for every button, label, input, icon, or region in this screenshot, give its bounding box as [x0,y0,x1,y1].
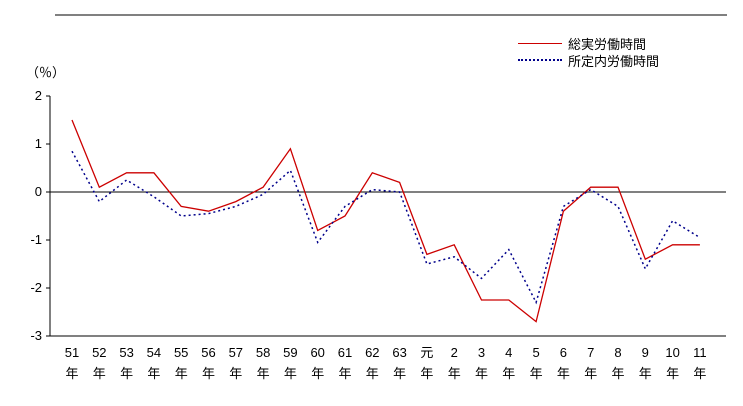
x-tick-label: 6 [560,345,567,360]
x-tick-suffix: 年 [120,366,133,381]
x-tick-label: 3 [478,345,485,360]
series-line-scheduled-hours [71,150,701,305]
y-tick-label: 2 [35,88,42,103]
x-tick-suffix: 年 [666,366,679,381]
x-tick-suffix: 年 [257,366,270,381]
x-tick-label: 元 [420,345,433,360]
x-tick-suffix: 年 [611,366,624,381]
legend-item-total: 総実労働時間 [518,36,659,52]
x-tick-label: 62 [365,345,379,360]
legend-solid-line-swatch [518,42,562,44]
x-tick-suffix: 年 [420,366,433,381]
x-tick-suffix: 年 [393,366,406,381]
series-line-total-hours [71,119,700,323]
x-tick-label: 61 [338,345,352,360]
y-tick-label: -1 [30,232,42,247]
x-tick-suffix: 年 [311,366,324,381]
y-tick-label: 0 [35,184,42,199]
y-tick-label: 1 [35,136,42,151]
x-tick-label: 11 [693,345,707,360]
x-tick-label: 57 [229,345,243,360]
x-tick-label: 8 [614,345,621,360]
x-tick-suffix: 年 [502,366,515,381]
x-tick-label: 56 [201,345,215,360]
y-tick-label: -2 [30,280,42,295]
x-tick-suffix: 年 [693,366,706,381]
x-tick-suffix: 年 [639,366,652,381]
x-tick-label: 58 [256,345,270,360]
x-tick-label: 2 [451,345,458,360]
x-tick-suffix: 年 [65,366,78,381]
x-tick-suffix: 年 [284,366,297,381]
x-tick-label: 60 [310,345,324,360]
x-tick-label: 51 [65,345,79,360]
legend-label-scheduled: 所定内労働時間 [568,53,660,69]
x-tick-suffix: 年 [229,366,242,381]
legend: 総実労働時間 所定内労働時間 [518,36,660,69]
x-tick-label: 5 [532,345,539,360]
x-tick-label: 59 [283,345,297,360]
x-tick-suffix: 年 [338,366,351,381]
legend-dotted-line-swatch [518,59,562,61]
x-tick-label: 52 [92,345,106,360]
x-tick-label: 9 [642,345,649,360]
y-axis-label: （％） [26,65,66,80]
legend-label-total: 総実労働時間 [568,36,647,52]
y-tick-label: -3 [30,328,42,343]
x-tick-suffix: 年 [557,366,570,381]
x-tick-label: 10 [665,345,679,360]
x-tick-suffix: 年 [93,366,106,381]
x-tick-suffix: 年 [475,366,488,381]
x-tick-suffix: 年 [448,366,461,381]
x-tick-label: 53 [119,345,133,360]
x-tick-label: 7 [587,345,594,360]
x-tick-suffix: 年 [366,366,379,381]
x-tick-suffix: 年 [147,366,160,381]
x-tick-suffix: 年 [530,366,543,381]
x-tick-label: 55 [174,345,188,360]
x-tick-label: 63 [392,345,406,360]
legend-item-scheduled: 所定内労働時間 [518,53,660,69]
x-tick-label: 4 [505,345,512,360]
x-tick-suffix: 年 [584,366,597,381]
x-tick-suffix: 年 [202,366,215,381]
x-tick-suffix: 年 [175,366,188,381]
x-tick-label: 54 [147,345,161,360]
